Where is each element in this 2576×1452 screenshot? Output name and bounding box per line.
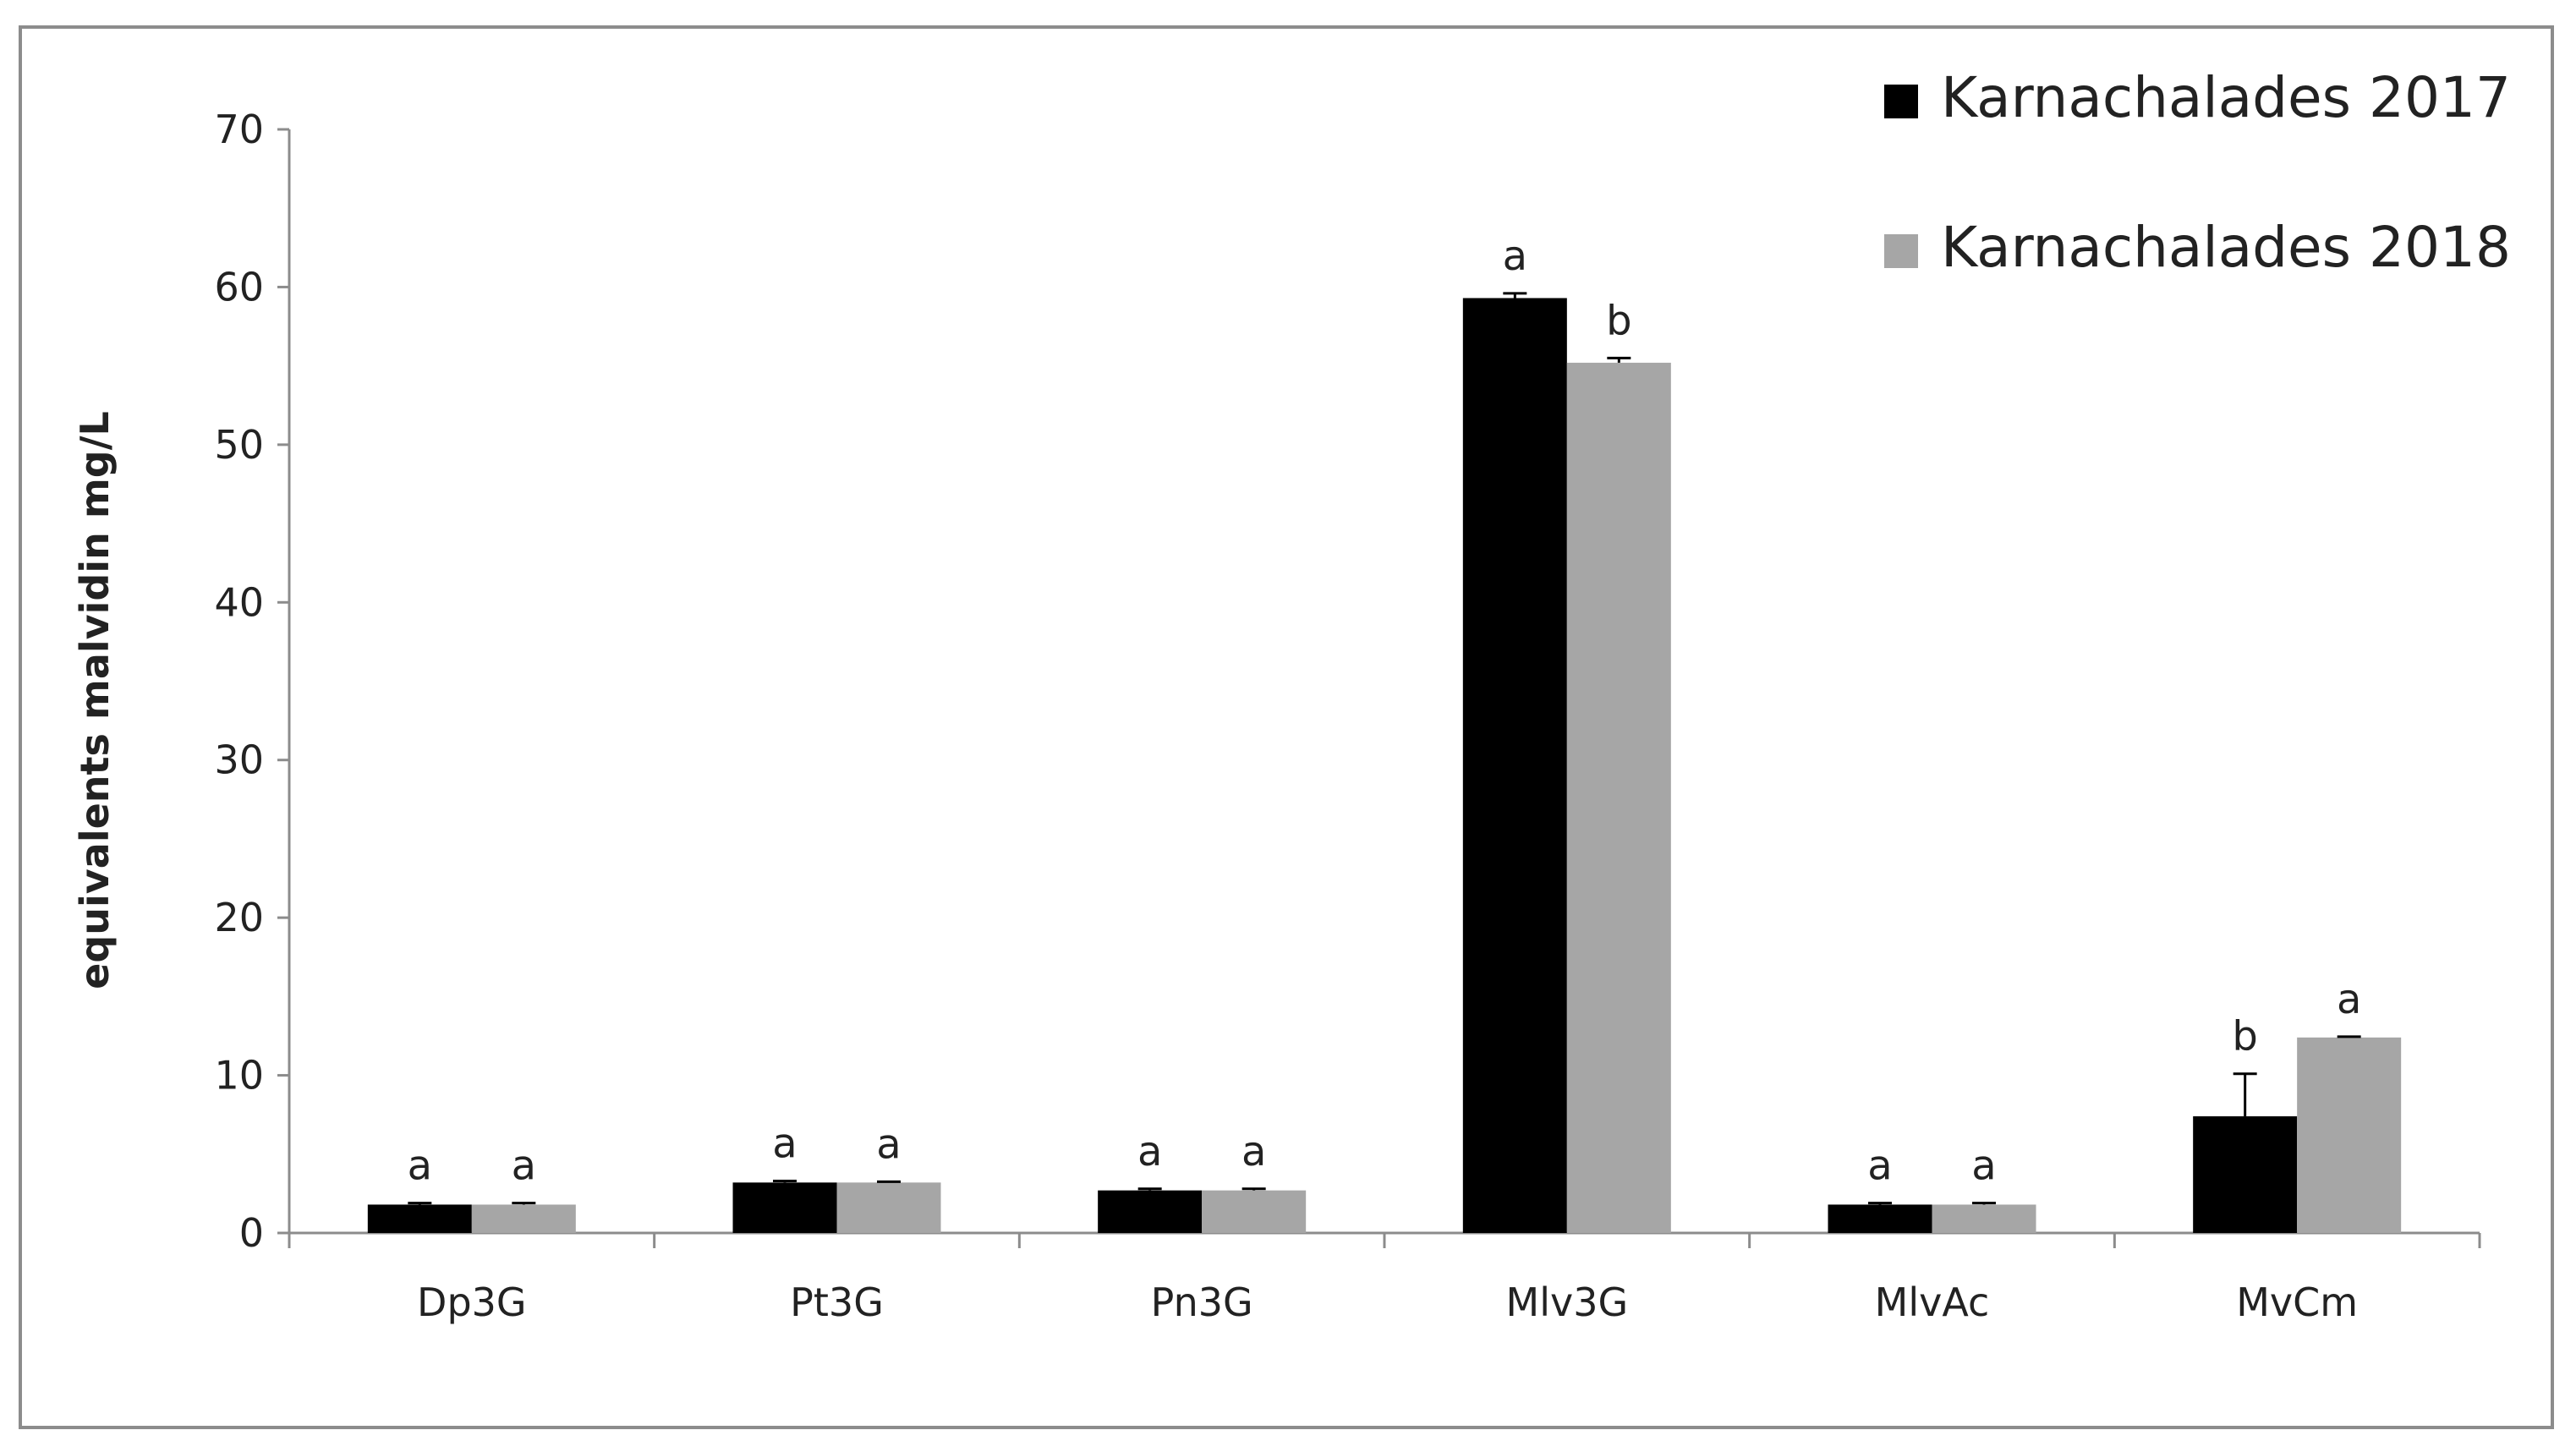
significance-letter: a	[512, 1142, 536, 1190]
bar	[1462, 298, 1567, 1234]
y-axis: 0 10 20 30 40 50 60 70	[214, 107, 291, 1256]
y-tick-label: 60	[214, 264, 264, 310]
legend: Karnachalades 2017 Karnachalades 2018	[1884, 65, 2511, 280]
bar	[2297, 1037, 2402, 1233]
bars: a a a a a a a b a a b a	[367, 233, 2402, 1234]
bar	[2193, 1116, 2298, 1233]
significance-letter: a	[1137, 1128, 1162, 1175]
y-tick-label: 10	[214, 1053, 264, 1099]
bar	[1932, 1204, 2036, 1233]
y-tick-label: 40	[214, 579, 264, 625]
bar	[1202, 1190, 1307, 1233]
bar	[732, 1182, 837, 1233]
x-tick-label: Pt3G	[790, 1279, 884, 1325]
significance-letter: b	[1606, 297, 1631, 344]
significance-letter: b	[2232, 1013, 2257, 1060]
legend-swatch	[1884, 234, 1918, 268]
x-tick-label: Mlv3G	[1506, 1279, 1629, 1325]
y-tick-label: 20	[214, 895, 264, 940]
x-axis: Dp3G Pt3G Pn3G Mlv3G MlvAc MvCm	[288, 1231, 2481, 1325]
significance-letter: a	[876, 1121, 901, 1168]
y-axis-label: equivalents malvidin mg/L	[72, 411, 118, 989]
x-tick-label: MlvAc	[1875, 1279, 1990, 1325]
significance-letter: a	[408, 1142, 432, 1190]
significance-letter: a	[1503, 233, 1527, 280]
bar	[1828, 1204, 1932, 1233]
significance-letter: a	[1241, 1128, 1266, 1175]
significance-letter: a	[1971, 1142, 1996, 1190]
legend-label: Karnachalades 2018	[1941, 215, 2511, 280]
x-tick-label: Pn3G	[1151, 1279, 1253, 1325]
legend-swatch	[1884, 85, 1918, 118]
bar	[836, 1182, 941, 1233]
y-tick-label: 50	[214, 422, 264, 468]
significance-letter: a	[772, 1120, 797, 1167]
bar	[471, 1204, 576, 1233]
bar	[367, 1204, 472, 1233]
x-tick-label: Dp3G	[417, 1279, 527, 1325]
y-tick-label: 30	[214, 737, 264, 783]
x-tick-label: MvCm	[2236, 1279, 2358, 1325]
significance-letter: a	[1867, 1142, 1892, 1190]
bar	[1098, 1190, 1203, 1233]
legend-label: Karnachalades 2017	[1941, 65, 2511, 130]
bar	[1566, 362, 1671, 1233]
y-tick-label: 70	[214, 107, 264, 152]
y-tick-label: 0	[239, 1210, 264, 1256]
significance-letter: a	[2337, 976, 2361, 1023]
